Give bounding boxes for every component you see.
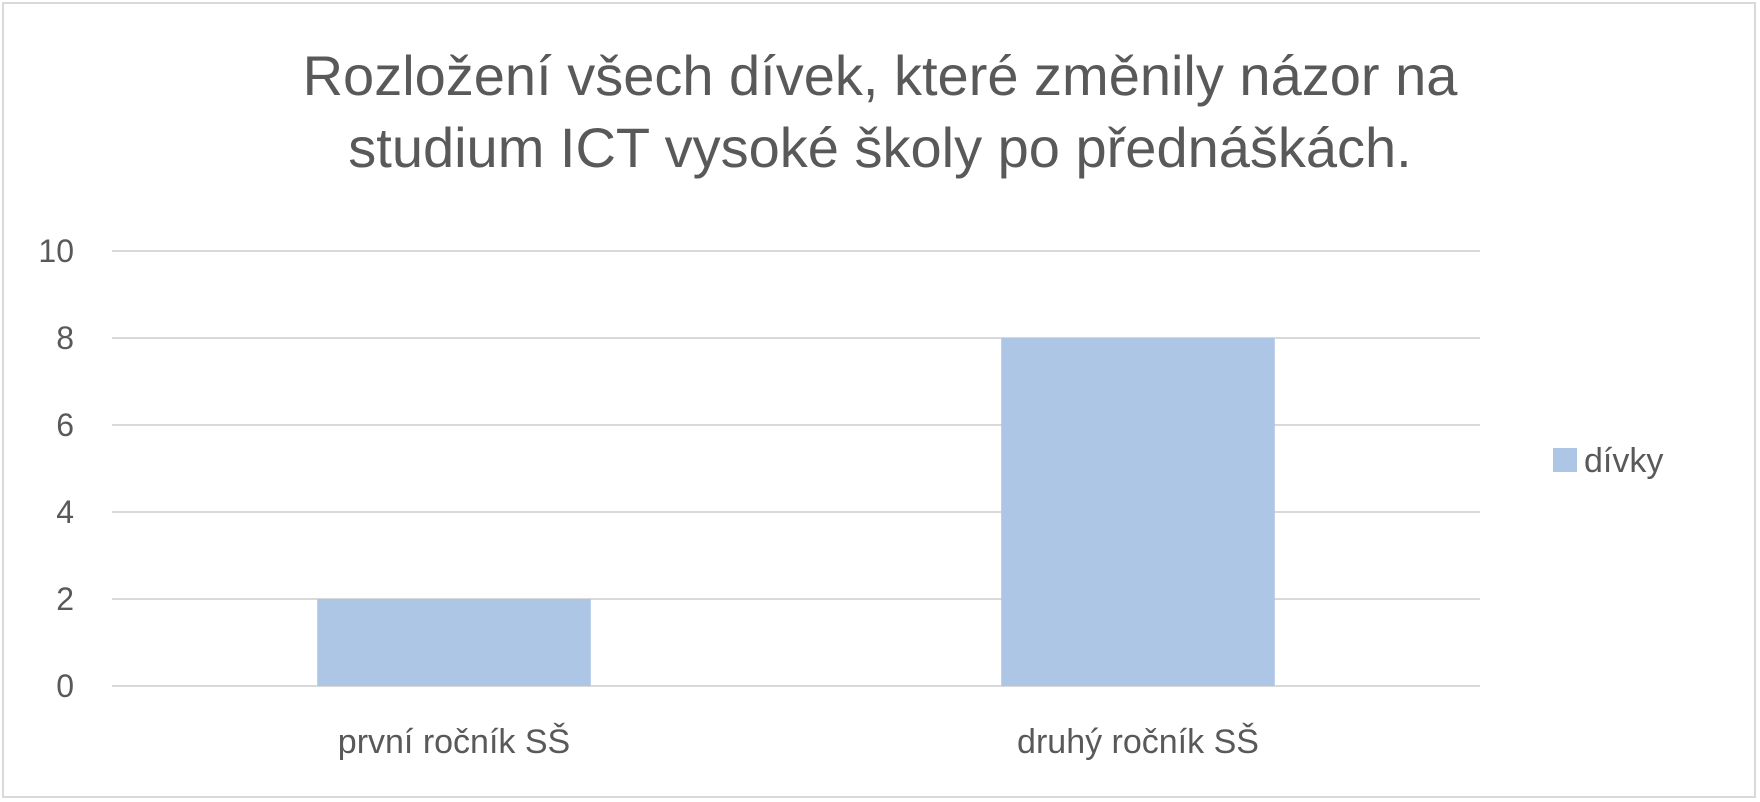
y-tick-label-10: 10 — [38, 233, 74, 269]
bar-1 — [1001, 338, 1275, 686]
x-category-label-0: první ročník SŠ — [338, 723, 570, 761]
legend-label-0: dívky — [1584, 442, 1663, 480]
y-tick-label-4: 4 — [56, 494, 74, 530]
y-tick-label-2: 2 — [56, 581, 74, 617]
chart-title: Rozložení všech dívek, které změnily náz… — [0, 40, 1760, 184]
x-category-label-1: druhý ročník SŠ — [1017, 723, 1259, 761]
legend: dívky — [1553, 442, 1663, 480]
y-axis-tick-labels: 0 2 4 6 8 10 — [38, 233, 74, 704]
y-tick-label-6: 6 — [56, 407, 74, 443]
x-axis-category-labels: první ročník SŠ druhý ročník SŠ — [338, 723, 1259, 761]
chart-title-line-1: Rozložení všech dívek, které změnily náz… — [302, 44, 1458, 107]
y-tick-label-8: 8 — [56, 320, 74, 356]
legend-swatch-0 — [1553, 448, 1577, 472]
y-tick-label-0: 0 — [56, 668, 74, 704]
bars — [317, 338, 1275, 686]
bar-0 — [317, 599, 591, 686]
chart-title-line-2: studium ICT vysoké školy po přednáškách. — [348, 116, 1412, 179]
